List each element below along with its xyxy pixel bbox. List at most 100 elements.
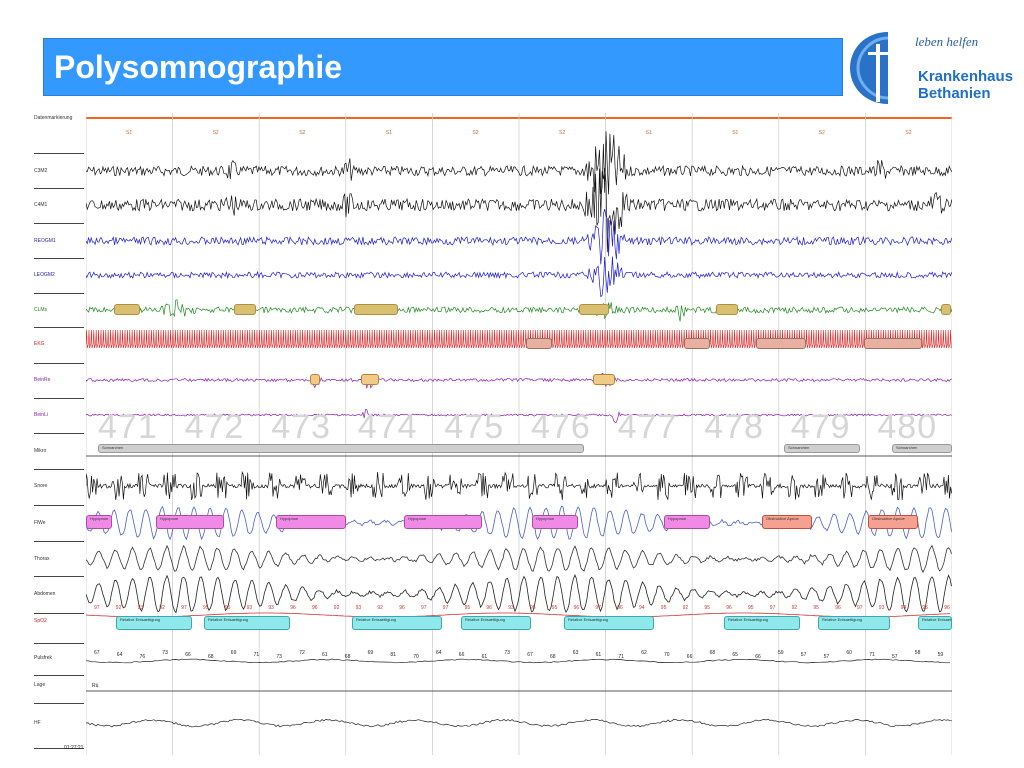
pulse-value: 68 <box>344 654 351 660</box>
ecg-trace <box>86 329 952 349</box>
snoring-annotation[interactable]: Schnarchen <box>892 444 952 453</box>
channel-label: REOGM1 <box>34 238 56 244</box>
spo2-value: 92 <box>377 605 383 611</box>
channel-label: Pulsfrek <box>34 655 53 661</box>
sleep-stage-label: S2 <box>212 130 219 136</box>
arousal-marker[interactable] <box>941 304 951 315</box>
apnea-annotation[interactable]: Obstruktive Apnoe <box>762 515 812 529</box>
desaturation-annotation[interactable]: Relative Entsaettigung <box>461 616 531 630</box>
desaturation-annotation[interactable]: Relative Entsaettigung <box>918 616 952 630</box>
spo2-value: 96 <box>486 605 492 611</box>
channel-label: Lage <box>34 682 46 688</box>
spo2-value: 96 <box>399 605 405 611</box>
polysomnography-recording: Datenmarkierung C3M2 C4M1 REOGM1 LEOGM2 CLMs E… <box>34 113 952 755</box>
hypopnea-annotation[interactable]: Hypopnoe <box>276 515 346 529</box>
thorax-trace <box>86 544 952 574</box>
epoch-number: 475 <box>444 408 505 446</box>
hypopnea-annotation[interactable]: Hypopnoe <box>86 515 112 529</box>
spo2-value: 95 <box>551 605 558 611</box>
epoch-number: 472 <box>184 408 245 446</box>
spo2-value: 96 <box>835 605 841 611</box>
hypopnea-annotation[interactable]: Hypopnoe <box>664 515 710 529</box>
arousal-marker[interactable] <box>114 304 140 315</box>
pulse-value: 69 <box>230 650 237 656</box>
pulse-value: 66 <box>755 654 761 660</box>
spo2-value: 96 <box>312 605 318 611</box>
arousal-marker[interactable] <box>234 304 256 315</box>
pulse-value: 73 <box>162 650 168 656</box>
channel-label: C3M2 <box>34 168 48 174</box>
leg-movement-marker[interactable] <box>361 374 379 385</box>
hypopnea-annotation[interactable]: Hypopnoe <box>404 515 482 529</box>
desaturation-annotation[interactable]: Relative Entsaettigung <box>818 616 890 630</box>
desaturation-annotation[interactable]: Relative Entsaettigung <box>564 616 654 630</box>
epoch-number: 477 <box>617 408 678 446</box>
spo2-value: 96 <box>573 605 580 611</box>
position-value: Rü <box>92 683 99 689</box>
eog-trace <box>86 256 952 298</box>
spo2-value: 93 <box>246 605 253 611</box>
cross-logo-icon <box>850 32 889 104</box>
eeg-trace <box>86 131 952 195</box>
leg-trace <box>86 409 952 423</box>
pulse-value: 63 <box>572 650 579 656</box>
pulse-value: 65 <box>732 652 738 658</box>
pulse-value: 72 <box>299 650 305 656</box>
arousal-marker[interactable] <box>579 304 609 315</box>
slide-title-bar: Polysomnographie <box>43 38 843 96</box>
logo-name-line1: Krankenhaus <box>918 68 1014 85</box>
arousal-marker[interactable] <box>354 304 398 315</box>
pulse-value: 71 <box>618 654 624 660</box>
arousal-marker[interactable] <box>716 304 738 315</box>
spo2-value: 95 <box>813 605 819 611</box>
epoch-number: 474 <box>357 408 418 446</box>
channel-label: LEOGM2 <box>34 272 55 278</box>
channel-label: Datenmarkierung <box>34 115 73 121</box>
spo2-value: 95 <box>203 605 209 611</box>
snoring-annotation[interactable]: Schnarchen <box>784 444 860 453</box>
pulse-value: 73 <box>504 650 510 656</box>
spo2-value: 92 <box>333 605 340 611</box>
sleep-stage-label: S2 <box>559 130 566 136</box>
spo2-value: 95 <box>464 605 471 611</box>
epoch-number: 478 <box>704 408 764 446</box>
sleep-stage-label: S2 <box>299 130 306 136</box>
slide-title: Polysomnographie <box>54 49 343 85</box>
pulse-value: 59 <box>937 652 944 658</box>
pulse-value: 61 <box>481 654 488 660</box>
desaturation-annotation[interactable]: Relative Entsaettigung <box>352 616 442 630</box>
ecg-event-marker[interactable] <box>684 338 710 349</box>
desaturation-annotation[interactable]: Relative Entsaettigung <box>204 616 290 630</box>
sleep-stage-label: S1 <box>732 130 739 136</box>
logo-name-line2: Bethanien <box>918 85 991 102</box>
pulse-value: 59 <box>778 650 784 656</box>
channel-label: Snore <box>34 483 48 489</box>
ecg-event-marker[interactable] <box>864 338 922 349</box>
pulse-value: 67 <box>527 652 533 658</box>
pulse-value: 68 <box>550 654 556 660</box>
pulse-value: 64 <box>436 650 442 656</box>
snoring-annotation[interactable]: Schnarchen <box>98 444 584 453</box>
spo2-value: 97 <box>442 605 449 611</box>
pulse-trace <box>86 658 951 664</box>
channel-separator <box>34 613 84 614</box>
leg-trace <box>86 372 952 389</box>
channel-separator <box>34 703 84 704</box>
spo2-value: 97 <box>769 605 776 611</box>
channel-separator <box>34 293 84 294</box>
desaturation-annotation[interactable]: Relative Entsaettigung <box>116 616 192 630</box>
leg-movement-marker[interactable] <box>593 374 615 385</box>
spo2-value: 95 <box>530 605 536 611</box>
hypopnea-annotation[interactable]: Hypopnoe <box>156 515 224 529</box>
desaturation-annotation[interactable]: Relative Entsaettigung <box>724 616 800 630</box>
spo2-value: 96 <box>290 605 296 611</box>
pulse-value: 60 <box>846 650 852 656</box>
ecg-event-marker[interactable] <box>526 338 552 349</box>
pulse-value: 68 <box>208 654 214 660</box>
hypopnea-annotation[interactable]: Hypopnoe <box>532 515 578 529</box>
ecg-event-marker[interactable] <box>756 338 806 349</box>
channel-label: C4M1 <box>34 202 48 208</box>
apnea-annotation[interactable]: Obstruktive Apnoe <box>868 515 918 529</box>
spo2-value: 95 <box>704 605 710 611</box>
leg-movement-marker[interactable] <box>310 374 320 385</box>
